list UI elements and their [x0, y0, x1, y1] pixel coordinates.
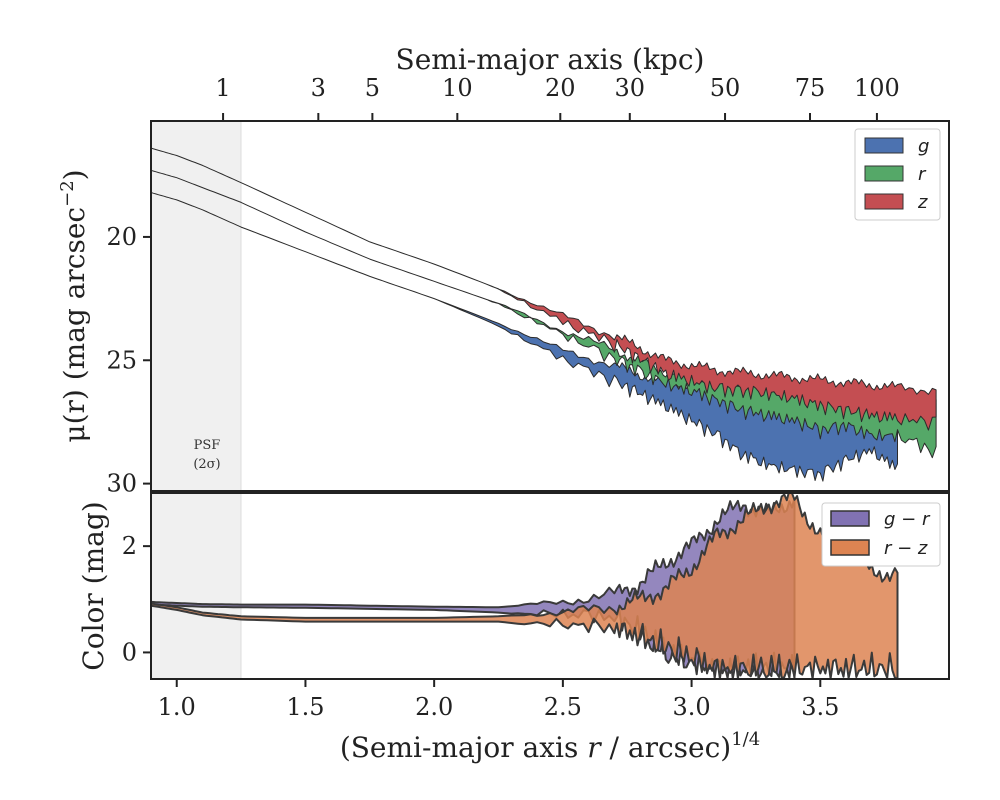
kpc-tick-label-3: 3 [311, 74, 326, 102]
bottom-y-tick-label-0: 0 [122, 638, 137, 666]
kpc-tick-label-75: 75 [795, 74, 826, 102]
bottom-y-axis-title: Color (mag) [77, 501, 110, 670]
band-g [151, 192, 898, 482]
band-r [151, 169, 937, 459]
top-panel-data [151, 147, 937, 482]
psf-region-top [151, 121, 241, 491]
bottom-x-axis-title-r: r [587, 731, 602, 764]
bottom-panel-frame [150, 492, 950, 680]
band-z [151, 147, 937, 431]
legend-swatch-r [864, 165, 904, 182]
kpc-tick-label-100: 100 [854, 74, 900, 102]
bottom-x-axis-title-rest: / arcsec) [601, 731, 732, 764]
legend-label-z: z [917, 192, 928, 213]
top-y-axis-title-close: ) [58, 169, 91, 180]
bottom-x-tick-label-5: 3.5 [801, 693, 839, 721]
bottom-x-axis-title-sup: 1/4 [731, 729, 760, 750]
legend-swatch-g-r [830, 510, 870, 527]
legend-swatch-r-z [830, 539, 870, 556]
bottom-y-ticks: 02 [122, 532, 151, 666]
top-legend: g r z [854, 128, 941, 221]
top-panel-frame [150, 120, 950, 492]
bottom-panel-data [151, 493, 899, 679]
legend-swatch-g [864, 137, 904, 154]
top-y-axis-title-main: μ(r) (mag arcsec [58, 207, 91, 443]
kpc-tick-label-50: 50 [710, 74, 741, 102]
top-y-ticks: 20 25 30 [106, 223, 151, 498]
top-y-axis-title-sup: −2 [57, 180, 78, 207]
top-y-tick-label-20: 20 [106, 223, 137, 251]
band-rz [151, 493, 899, 679]
bottom-x-tick-label-4: 3.0 [672, 693, 710, 721]
bottom-x-ticks: 1.0 1.5 2.0 2.5 3.0 3.5 [158, 679, 839, 721]
legend-label-g: g [918, 136, 929, 157]
bottom-x-tick-label-1: 1.5 [286, 693, 324, 721]
legend-swatch-z [864, 193, 904, 210]
psf-region-bottom [151, 493, 241, 679]
top-x-axis-title: Semi-major axis (kpc) [396, 43, 705, 76]
svg-text:Color (mag): Color (mag) [77, 501, 110, 670]
bottom-legend: g − r r − z [821, 502, 941, 567]
kpc-tick-label-1: 1 [215, 74, 230, 102]
psf-label-line2: (2σ) [193, 457, 220, 472]
kpc-tick-label-20: 20 [545, 74, 576, 102]
svg-text:μ(r) (mag arcsec−2): μ(r) (mag arcsec−2) [57, 169, 91, 442]
kpc-tick-label-30: 30 [615, 74, 646, 102]
psf-label-line1: PSF [194, 438, 221, 453]
bottom-x-axis-title: (Semi-major axis r / arcsec)1/4 [340, 729, 760, 764]
legend-label-g-r: g − r [884, 509, 931, 530]
top-y-tick-label-30: 30 [106, 470, 137, 498]
bottom-x-tick-label-2: 2.0 [415, 693, 453, 721]
kpc-tick-label-5: 5 [365, 74, 380, 102]
bottom-x-axis-title-main: (Semi-major axis [340, 731, 587, 764]
legend-label-r: r [918, 164, 927, 185]
top-y-tick-label-25: 25 [106, 346, 137, 374]
kpc-tick-label-10: 10 [442, 74, 473, 102]
top-kpc-ticks: 1 3 5 10 20 30 50 75 100 [215, 74, 900, 121]
top-y-axis-title: μ(r) (mag arcsec−2) [57, 169, 91, 442]
bottom-y-tick-label-2: 2 [122, 532, 137, 560]
bottom-x-tick-label-0: 1.0 [158, 693, 196, 721]
bottom-x-tick-label-3: 2.5 [544, 693, 582, 721]
legend-label-r-z: r − z [884, 538, 928, 559]
